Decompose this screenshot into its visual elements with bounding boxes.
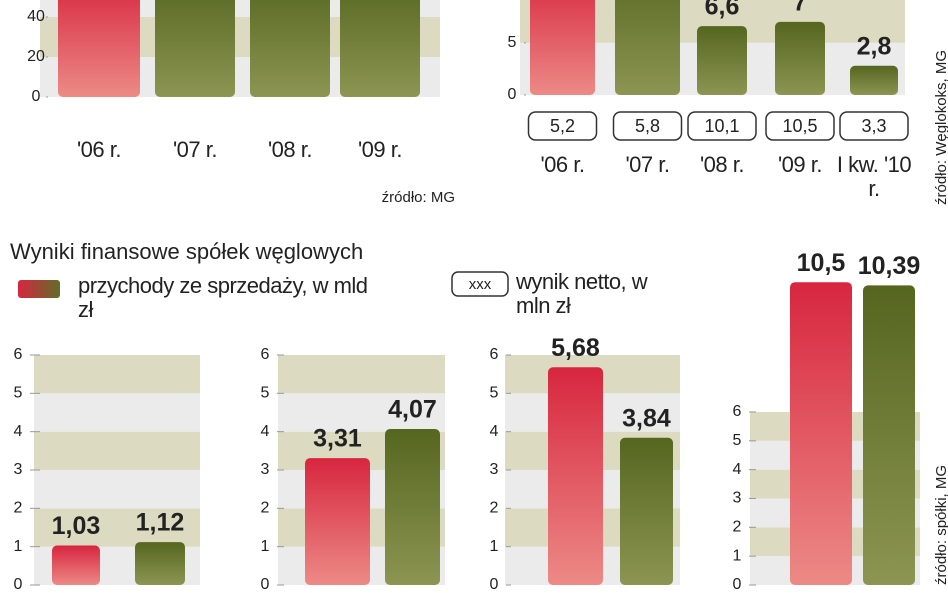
box-label: 5,8 xyxy=(635,116,660,136)
bar xyxy=(530,0,595,95)
section-title: Wyniki finansowe spółek węglowych xyxy=(10,239,363,264)
y-tick-label: 5 xyxy=(14,385,23,402)
y-tick-label: 5 xyxy=(733,432,742,449)
bar xyxy=(615,0,680,95)
y-tick-label: 20 xyxy=(27,48,45,65)
legend-label: wynik netto, w mln zł xyxy=(516,269,648,318)
value-label: 1,03 xyxy=(52,512,101,540)
y-tick-label: 1 xyxy=(14,538,23,555)
value-label: 6,6 xyxy=(705,0,740,21)
y-tick-label: 0 xyxy=(490,576,499,593)
x-tick-label: '08 r. xyxy=(699,152,745,177)
y-tick-label: 0 xyxy=(14,576,23,593)
y-tick-label: 3 xyxy=(733,490,742,507)
grid-band xyxy=(34,431,200,470)
grid-band xyxy=(34,508,200,547)
x-tick-label: '07 r. xyxy=(625,152,670,177)
bar xyxy=(250,0,330,97)
value-label: 3,84 xyxy=(622,404,671,432)
y-tick-label: 0 xyxy=(261,576,270,593)
bar xyxy=(58,0,140,97)
y-tick-label: 2 xyxy=(490,500,499,517)
y-tick-label: 6 xyxy=(490,346,499,363)
y-tick-label: 1 xyxy=(490,538,499,555)
bar xyxy=(385,428,440,585)
x-tick-label: '06 r. xyxy=(76,137,122,162)
value-label: 1,12 xyxy=(136,509,185,537)
grid-band xyxy=(34,393,200,432)
grid-band xyxy=(278,393,445,432)
legend-swatch xyxy=(18,280,60,298)
y-tick-label: 40 xyxy=(27,8,45,25)
bar xyxy=(135,542,185,585)
box-label: 10,5 xyxy=(782,116,817,136)
legend-box xyxy=(451,271,509,297)
box-label: 5,2 xyxy=(550,116,575,136)
y-tick-label: 3 xyxy=(490,461,499,478)
y-tick-label: 4 xyxy=(261,423,270,440)
y-tick-label: 1 xyxy=(733,547,742,564)
bar xyxy=(155,0,235,97)
y-tick-label: 1 xyxy=(261,538,270,555)
x-tick-label: '09 r. xyxy=(777,152,823,177)
x-tick-label: '08 r. xyxy=(267,137,313,162)
box-label: 10,1 xyxy=(704,116,739,136)
bar xyxy=(52,545,100,585)
grid-band xyxy=(34,470,200,509)
grid-band xyxy=(278,355,445,394)
y-tick-label: 4 xyxy=(490,423,499,440)
x-tick-label: '07 r. xyxy=(172,137,218,162)
bar xyxy=(620,437,673,585)
y-tick-label: 2 xyxy=(733,519,742,536)
y-tick-label: 5 xyxy=(261,385,270,402)
y-tick-label: 5 xyxy=(490,385,499,402)
x-tick-label: '06 r. xyxy=(540,152,585,177)
value-label: 10,5 xyxy=(797,249,846,277)
y-tick-label: 0 xyxy=(733,576,742,593)
y-tick-label: 0 xyxy=(508,86,517,103)
y-tick-label: 4 xyxy=(733,461,742,478)
value-label: 10,39 xyxy=(858,252,921,280)
bar xyxy=(340,0,420,97)
y-tick-label: 3 xyxy=(14,461,23,478)
value-label: 3,31 xyxy=(313,425,362,453)
value-label: 7 xyxy=(793,0,807,17)
grid-band xyxy=(34,355,200,394)
y-tick-label: 3 xyxy=(261,461,270,478)
source: źródło: Węglokoks, MG xyxy=(933,50,948,205)
value-label: 4,07 xyxy=(388,396,437,424)
bar xyxy=(790,282,852,585)
legend-sample: xxx xyxy=(469,276,492,293)
source: źródło: spółki, MG xyxy=(933,465,948,585)
x-tick-label: I kw. '10 r. xyxy=(836,152,912,201)
legend-label: przychody ze sprzedaży, w mld zł xyxy=(78,273,368,322)
bar xyxy=(548,367,603,585)
value-label: 5,68 xyxy=(551,334,600,362)
y-tick-label: 6 xyxy=(733,403,742,420)
value-box xyxy=(765,111,835,141)
value-box xyxy=(612,111,683,141)
box-label: 3,3 xyxy=(861,116,886,136)
bar xyxy=(775,21,825,95)
y-tick-label: 5 xyxy=(508,34,517,51)
y-tick-label: 6 xyxy=(261,346,270,363)
source: źródło: MG xyxy=(382,189,455,206)
bar xyxy=(697,26,747,96)
y-tick-label: 2 xyxy=(14,500,23,517)
y-tick-label: 4 xyxy=(14,423,23,440)
bar xyxy=(863,285,915,585)
value-box xyxy=(527,111,598,141)
y-tick-label: 2 xyxy=(261,500,270,517)
y-tick-label: 6 xyxy=(14,346,23,363)
value-box xyxy=(839,111,909,141)
value-box xyxy=(687,111,757,141)
x-tick-label: '09 r. xyxy=(357,137,403,162)
bar xyxy=(850,65,898,95)
y-tick-label: 0 xyxy=(32,88,41,105)
bar xyxy=(305,458,370,585)
value-label: 2,8 xyxy=(857,32,892,60)
